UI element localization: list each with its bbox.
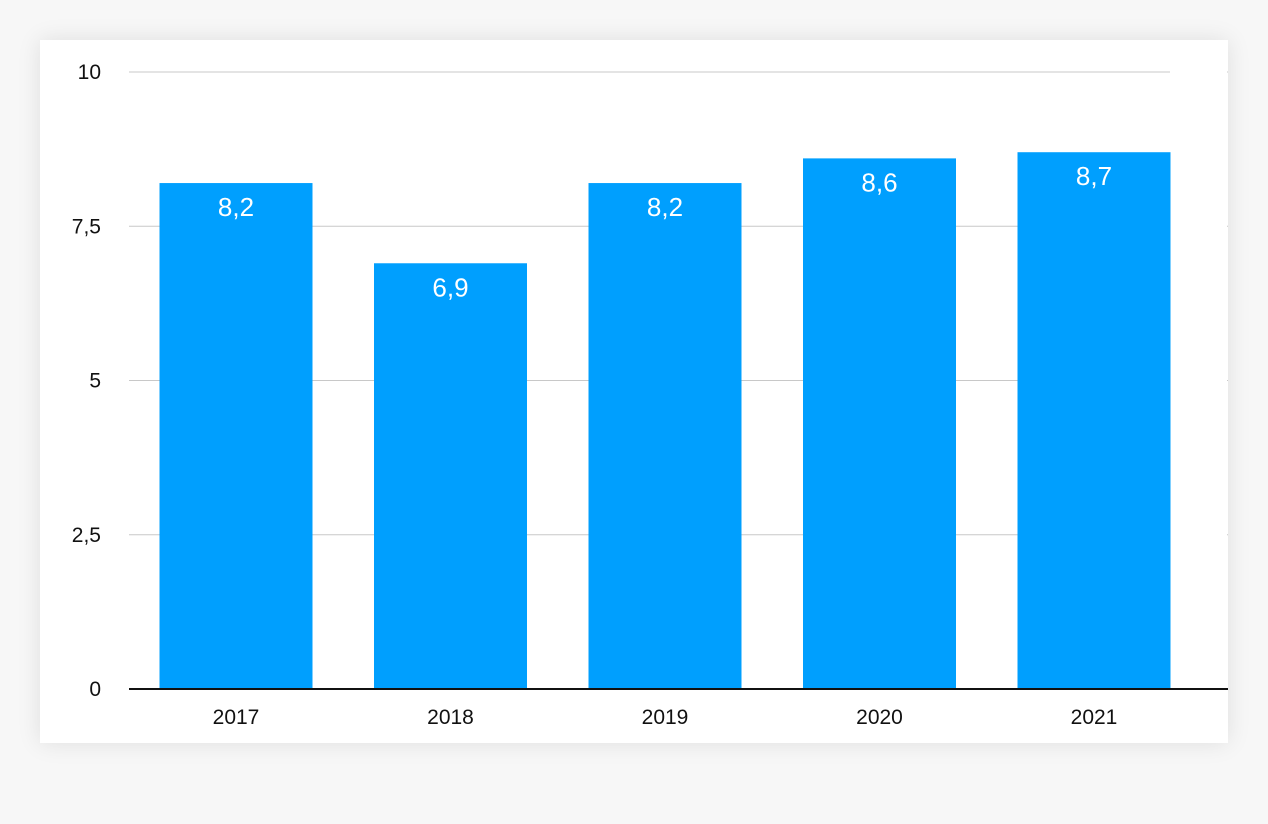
bar-2021 (1017, 152, 1171, 690)
y-tick-label: 2,5 (72, 524, 101, 547)
bar-2018 (374, 263, 527, 689)
x-axis: 2017 2018 2019 2020 2021 (129, 688, 1228, 729)
value-labels: 8,2 6,9 8,2 8,6 8,7 (218, 161, 1112, 302)
bars (159, 152, 1171, 690)
y-tick-label: 0 (89, 678, 101, 701)
value-label-2019: 8,2 (647, 192, 683, 222)
x-tick-label: 2020 (856, 706, 903, 729)
x-tick-label: 2019 (642, 706, 689, 729)
chart-card: 8,2 6,9 8,2 8,6 8,7 0 2,5 5 7,5 10 2017 2018 2019 2… (40, 40, 1228, 743)
bar-chart: 8,26,98,28,6 8,7 02,557,510 2017 2018 2019 2… (72, 61, 1228, 729)
bar-2020 (803, 158, 956, 689)
x-tick-label: 2017 (213, 706, 260, 729)
value-label-2017: 8,2 (218, 192, 254, 222)
x-tick-label: 2021 (1071, 706, 1118, 729)
y-tick-label: 10 (78, 61, 101, 84)
value-label-2021: 8,7 (1076, 161, 1112, 191)
value-label-2020: 8,6 (861, 167, 897, 197)
bar-2017 (159, 183, 313, 689)
y-axis: 0 2,5 5 7,5 10 (72, 61, 101, 701)
y-tick-label: 5 (89, 370, 101, 393)
bar-2019 (588, 183, 742, 689)
y-tick-label: 7,5 (72, 215, 101, 238)
value-label-2018: 6,9 (432, 272, 468, 302)
x-tick-label: 2018 (427, 706, 474, 729)
